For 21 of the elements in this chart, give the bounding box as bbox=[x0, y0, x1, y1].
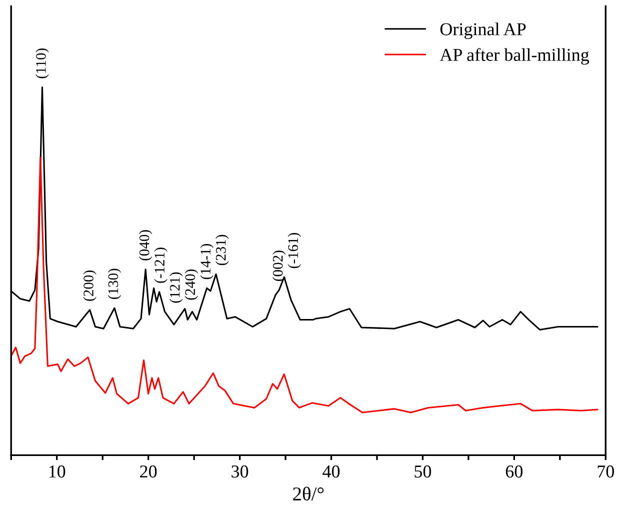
x-tick-label: 60 bbox=[506, 465, 523, 478]
annotation: (040) bbox=[138, 230, 152, 260]
annotation: (200) bbox=[83, 270, 96, 301]
legend-label: AP after ball-milling bbox=[440, 48, 590, 65]
annotation: (-121) bbox=[154, 248, 168, 283]
x-tick-label: 20 bbox=[140, 465, 157, 478]
annotation: (231) bbox=[216, 234, 229, 266]
annotation: (002) bbox=[272, 250, 286, 281]
legend-label: Original AP bbox=[440, 22, 526, 40]
x-tick-label: 30 bbox=[232, 465, 248, 478]
x-tick-label: 50 bbox=[414, 465, 432, 478]
annotation: (130) bbox=[108, 268, 122, 300]
x-tick-label: 40 bbox=[322, 465, 340, 478]
annotation: (14-1) bbox=[200, 244, 214, 280]
x-axis-title: 2θ/° bbox=[293, 486, 324, 501]
annotation: (-161) bbox=[288, 232, 302, 268]
x-tick-label: 70 bbox=[598, 465, 614, 478]
annotation: (121) bbox=[170, 272, 183, 303]
annotation: (240) bbox=[184, 269, 198, 300]
x-tick-label: 10 bbox=[49, 465, 66, 478]
annotation: (110) bbox=[36, 48, 49, 78]
